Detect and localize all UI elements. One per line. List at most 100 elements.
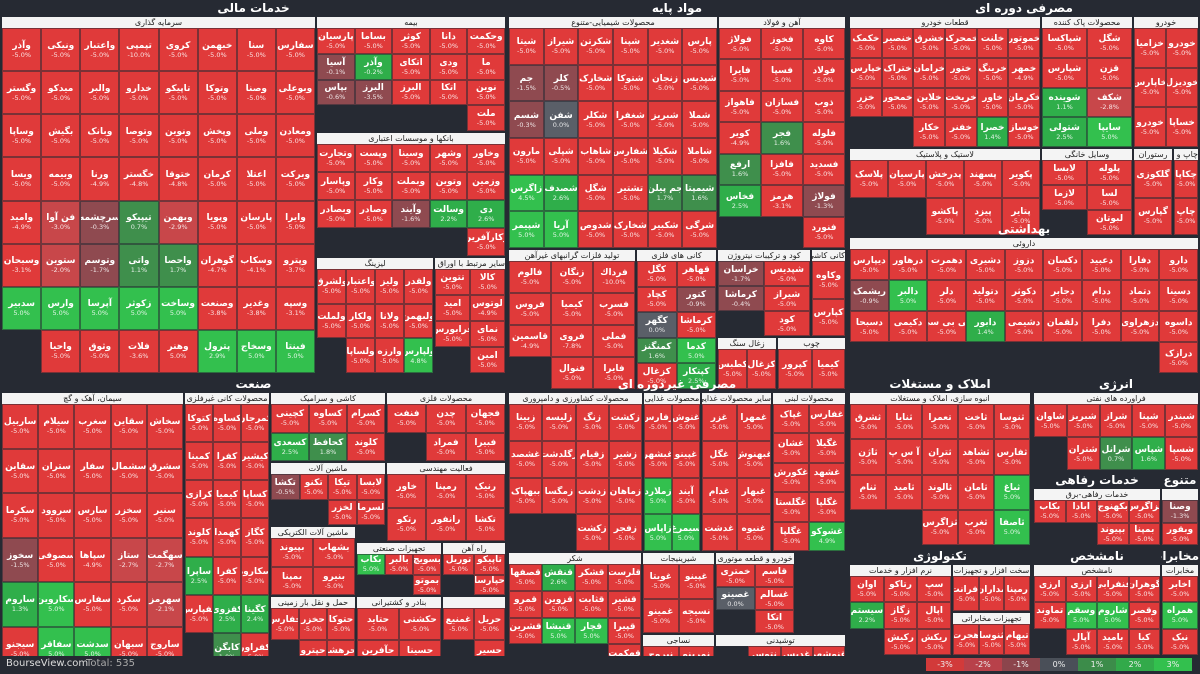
stock-tile[interactable]: تیپیکو 0.7% (119, 200, 159, 244)
sector-title[interactable]: مصرفی غیردوره ای (617, 377, 737, 391)
stock-tile[interactable]: سشمال -5.0% (110, 448, 147, 493)
stock-tile[interactable]: ثاژن -5.0% (850, 439, 886, 475)
stock-tile[interactable]: آسیا -0.1% (317, 53, 355, 80)
stock-tile[interactable]: ارزی -5.0% (1034, 576, 1066, 603)
stock-tile[interactable]: شاروم 5.0% (1097, 602, 1129, 629)
stock-tile[interactable]: دسینا -5.0% (1159, 280, 1198, 311)
stock-tile[interactable]: ثاصفا 5.0% (994, 509, 1030, 545)
stock-tile[interactable]: خلنت -5.0% (976, 28, 1009, 58)
stock-tile[interactable]: پلاسک -5.0% (850, 160, 888, 198)
stock-tile[interactable]: کزغال -5.0% (747, 349, 776, 389)
stock-tile[interactable]: قصفها -5.0% (509, 564, 542, 591)
stock-tile[interactable]: زکوثر 5.0% (119, 286, 159, 330)
stock-tile[interactable]: خمحرکه-5.0% (945, 28, 977, 58)
stock-tile[interactable]: کفرا -5.0% (213, 442, 241, 481)
stock-tile[interactable]: وکار -5.0% (354, 172, 393, 200)
stock-tile[interactable]: حپارسا -5.0% (474, 574, 505, 595)
stock-tile[interactable]: شکلر -5.0% (578, 101, 614, 138)
stock-tile[interactable]: ختور -5.0% (945, 57, 977, 88)
stock-tile[interactable]: شیراز -5.0% (543, 28, 579, 65)
stock-tile[interactable]: غشان -5.0% (773, 433, 809, 463)
stock-tile[interactable]: کیمیا -5.0% (551, 293, 593, 325)
stock-tile[interactable]: ساروم 1.3% (2, 582, 39, 627)
stock-tile[interactable]: قاسمین -4.9% (509, 325, 551, 357)
industry-title[interactable]: سیمان، آهک و گچ (2, 393, 183, 404)
stock-tile[interactable]: وگستر -5.0% (2, 71, 42, 115)
stock-tile[interactable]: وآیند -1.6% (392, 200, 430, 228)
stock-tile[interactable]: امین -5.0% (470, 347, 505, 373)
stock-tile[interactable]: شپدیس -5.0% (682, 64, 717, 102)
stock-tile[interactable]: کحافظ 1.8% (309, 432, 347, 461)
stock-tile[interactable]: بامید -5.0% (1097, 628, 1129, 655)
sector-title[interactable]: مواد پایه (651, 1, 703, 15)
stock-tile[interactable]: کاوه -5.0% (803, 28, 845, 60)
stock-tile[interactable]: وتوکا -5.0% (197, 71, 237, 115)
stock-tile[interactable]: غمینو -5.0% (643, 598, 679, 633)
stock-tile[interactable]: ارزی -5.0% (1065, 576, 1097, 603)
stock-tile[interactable]: تپمپی -10.0% (119, 28, 159, 72)
stock-tile[interactable]: پاکشو -5.0% (926, 197, 964, 235)
stock-tile[interactable]: میدکو -5.0% (41, 71, 81, 115)
stock-tile[interactable]: کگهر 0.0% (637, 312, 677, 338)
stock-tile[interactable]: وکارآفرین-5.0% (467, 228, 505, 256)
stock-tile[interactable]: شرانل 0.7% (1099, 437, 1133, 470)
stock-tile[interactable]: دزوز -5.0% (1004, 249, 1044, 280)
stock-tile[interactable]: قشکر -5.0% (575, 564, 608, 591)
stock-tile[interactable]: وتوصا -5.0% (119, 114, 159, 158)
stock-tile[interactable]: کفرا -5.0% (213, 556, 241, 595)
stock-tile[interactable]: فروی -7.8% (551, 325, 593, 357)
stock-tile[interactable]: غشهد -5.0% (809, 462, 845, 493)
stock-tile[interactable]: سدبیر 5.0% (2, 286, 42, 330)
stock-tile[interactable]: ما -5.0% (467, 53, 505, 80)
stock-tile[interactable]: سفارس -5.0% (74, 582, 111, 627)
industry-title[interactable] (443, 597, 505, 608)
stock-tile[interactable]: وصنا -1.3% (1162, 500, 1198, 523)
stock-tile[interactable]: دفارا -5.0% (1120, 249, 1160, 280)
stock-tile[interactable]: وثوق -5.0% (80, 329, 120, 373)
stock-tile[interactable]: خنصیر -5.0% (881, 28, 914, 58)
stock-tile[interactable]: سیلام -5.0% (38, 404, 75, 449)
sector-title[interactable]: انرژی (1099, 377, 1133, 391)
stock-tile[interactable]: لسرما -5.0% (356, 499, 385, 525)
stock-tile[interactable]: وسالت 2.2% (429, 200, 468, 228)
stock-tile[interactable]: وبهمن -2.9% (158, 200, 198, 244)
stock-tile[interactable]: خکمک -5.0% (850, 28, 882, 58)
stock-tile[interactable]: شملا -5.0% (682, 101, 717, 138)
stock-tile[interactable]: کرمان -5.0% (197, 157, 237, 201)
stock-tile[interactable]: توریل -5.0% (443, 554, 474, 575)
stock-tile[interactable]: همراه 5.0% (1162, 602, 1198, 629)
industry-title[interactable]: کانی های فلزی (637, 250, 716, 261)
stock-tile[interactable]: خدارو -5.0% (119, 71, 159, 115)
industry-title[interactable]: لاستیک و پلاستیک (850, 149, 1040, 160)
stock-tile[interactable]: فنفرابی-5.0% (1097, 576, 1129, 603)
stock-tile[interactable]: وتوسم -1.7% (80, 243, 120, 287)
stock-tile[interactable]: ولکار -5.0% (346, 303, 375, 339)
stock-tile[interactable]: فملی -5.0% (593, 325, 635, 357)
stock-tile[interactable]: سشرق -5.0% (146, 448, 183, 493)
industry-title[interactable]: سایر مرتبط با اوراق بهادار (435, 258, 505, 269)
industry-title[interactable]: مخابرات (1162, 565, 1198, 576)
stock-tile[interactable]: شوینده 1.1% (1042, 87, 1087, 118)
stock-tile[interactable]: سغرب -5.0% (74, 404, 111, 449)
stock-tile[interactable]: پیزد -5.0% (964, 197, 1002, 235)
stock-tile[interactable]: سایپا 5.0% (1087, 117, 1132, 147)
stock-tile[interactable]: لابسا -5.0% (1042, 160, 1087, 185)
stock-tile[interactable]: شغدیر -5.0% (647, 28, 683, 65)
stock-tile[interactable]: غپاک -5.0% (773, 404, 809, 434)
stock-tile[interactable]: کیا -5.0% (1128, 628, 1160, 655)
industry-title[interactable]: لیزینگ (317, 258, 433, 269)
stock-tile[interactable]: ویسا -5.0% (2, 157, 42, 201)
stock-tile[interactable]: پارسیان -5.0% (317, 28, 355, 54)
stock-tile[interactable]: اخابر -5.0% (1162, 576, 1198, 603)
stock-tile[interactable]: لسا -5.0% (1087, 185, 1132, 210)
industry-title[interactable]: محصولات پاک کننده (1042, 17, 1132, 28)
stock-tile[interactable]: پارسان -5.0% (236, 200, 276, 244)
stock-tile[interactable]: داسوه -5.0% (1159, 311, 1198, 342)
stock-tile[interactable]: زکشت -5.0% (608, 404, 642, 441)
stock-tile[interactable]: وکاوه -5.0% (812, 261, 845, 299)
stock-tile[interactable]: چکاپا -5.0% (1174, 160, 1198, 198)
industry-title[interactable]: محصولات کانی غیرفلزی (185, 393, 269, 404)
stock-tile[interactable]: وتوین -5.0% (429, 172, 468, 200)
stock-tile[interactable]: وساپا -5.0% (2, 114, 42, 158)
stock-tile[interactable]: پارس -5.0% (682, 28, 717, 65)
